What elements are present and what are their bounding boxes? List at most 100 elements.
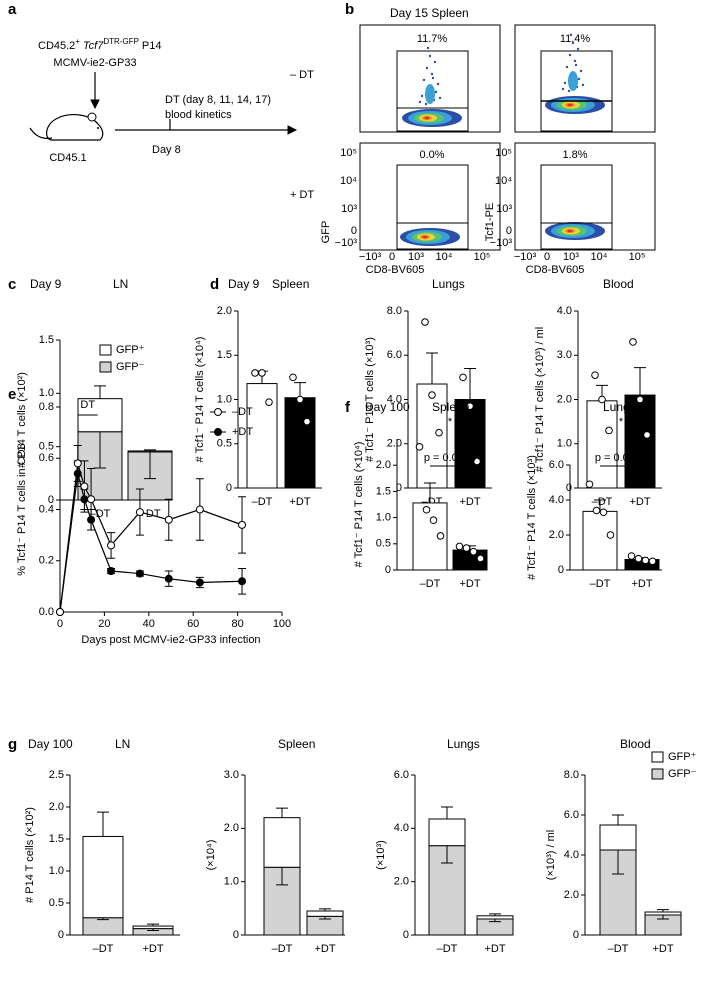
y-tick-label: 1.0 — [217, 393, 232, 405]
data-point — [289, 373, 297, 382]
y-tick-label: 4.0 — [549, 494, 564, 506]
flow-x-tick-label: 10⁴ — [436, 251, 453, 263]
flow-x-tick-label: −10³ — [359, 251, 382, 263]
x-axis-label: CD8-BV605 — [366, 264, 425, 276]
flow-plot: 0.0% — [359, 142, 501, 251]
y-tick-label: 1.5 — [217, 349, 232, 361]
data-point — [436, 532, 445, 540]
y-axis-label: # Tcf1⁻ P14 T cells (×10³) — [364, 337, 376, 462]
y-tick-label: 1.5 — [39, 334, 54, 346]
data-point — [251, 369, 259, 377]
y-tick-label: 1.5 — [376, 485, 391, 497]
gate — [540, 50, 613, 132]
y-axis-label: (×10⁴) — [205, 840, 217, 871]
data-point — [296, 395, 304, 404]
bar — [416, 383, 448, 489]
x-axis-label: CD8-BV605 — [526, 264, 585, 276]
day-label: Day 8 — [152, 144, 181, 156]
data-point — [164, 515, 173, 524]
y-axis-label: % Tcf1⁻ P14 T cells in CD8 — [16, 443, 28, 575]
p-value: p = 0.0286 — [595, 452, 647, 464]
data-point — [238, 577, 247, 586]
error-bar — [276, 867, 288, 886]
flow-x-tick-label: 0 — [544, 251, 550, 263]
flow-y-tick-label: 10⁵ — [495, 147, 512, 159]
data-point — [648, 557, 657, 566]
bar-segment — [132, 925, 174, 930]
donor-part: CD45.2 — [38, 40, 75, 52]
flow-y-tick-label: 0 — [351, 225, 357, 237]
bar — [586, 400, 618, 489]
y-tick-label: 0 — [385, 564, 391, 576]
y-tick-label: 2.0 — [557, 393, 572, 405]
panel-label: g — [8, 736, 17, 753]
y-tick-label: 1.0 — [224, 876, 239, 888]
data-point — [87, 495, 96, 504]
data-point — [135, 569, 144, 578]
flow-x-tick-label: 10⁴ — [591, 251, 608, 263]
chart-title: Lungs — [432, 277, 465, 291]
chart-title: LN — [115, 737, 130, 751]
data-point — [476, 554, 485, 563]
y-tick-label: 1.0 — [39, 387, 54, 399]
x-tick-label: –DT — [590, 578, 611, 590]
x-tick-label: +DT — [459, 578, 480, 590]
flow-y-tick-label: 10³ — [496, 203, 512, 215]
x-tick-label: +DT — [142, 943, 163, 955]
error-bar — [426, 352, 438, 385]
flow-y-tick-label: −10³ — [490, 237, 513, 249]
legend-swatch — [651, 768, 664, 780]
error-bar — [97, 811, 109, 837]
data-point — [422, 505, 431, 514]
x-tick-label: +DT — [484, 943, 505, 955]
error-bar — [147, 923, 159, 927]
data-point — [643, 431, 651, 439]
data-point — [135, 508, 144, 517]
donor-part: Tcf7 — [83, 40, 104, 52]
chart-title: Spleen — [272, 277, 309, 291]
chart-day: Day 9 — [228, 277, 260, 291]
data-point — [585, 480, 594, 489]
y-tick-label: 1.5 — [49, 833, 64, 845]
x-tick-label: –DT — [608, 943, 629, 955]
mouse — [46, 114, 104, 141]
y-tick-label: 0.4 — [39, 503, 54, 515]
gate-percent: 0.0% — [419, 149, 444, 161]
flow-plot: 11.4% — [514, 24, 656, 133]
bar — [452, 549, 488, 571]
mouse-eye — [97, 127, 99, 129]
data-point — [195, 505, 204, 514]
donor-label: CD45.2+ Tcf7DTR-GFP P14 — [38, 37, 162, 52]
data-point — [429, 516, 438, 525]
y-axis-label: GFP — [320, 221, 332, 244]
error-bar — [276, 807, 288, 818]
flow-y-tick-label: 10⁵ — [340, 147, 357, 159]
y-tick-label: 0 — [396, 482, 402, 494]
error-bar — [489, 913, 501, 916]
data-point — [599, 508, 608, 517]
flow-y-tick-label: −10³ — [335, 237, 358, 249]
y-tick-label: 0 — [403, 929, 409, 941]
y-tick-label: 0.5 — [376, 538, 391, 550]
data-point — [107, 567, 116, 575]
y-tick-label: 6.0 — [549, 459, 564, 471]
y-tick-label: 6.0 — [394, 769, 409, 781]
error-bar — [441, 806, 453, 819]
data-point — [466, 402, 474, 410]
data-point — [303, 417, 311, 426]
gate — [396, 50, 469, 132]
readout-label: blood kinetics — [165, 109, 232, 121]
error-bar — [94, 385, 106, 399]
y-tick-label: 2.0 — [376, 459, 391, 471]
data-point — [415, 443, 424, 451]
significance-star: * — [448, 416, 453, 428]
data-point — [195, 578, 204, 587]
data-point — [56, 608, 64, 616]
flow-plots: Day 15 Spleen – DT + DT 11.7% 11.4% 0.0% — [290, 6, 656, 276]
data-point — [107, 541, 116, 550]
x-tick-label: 60 — [187, 618, 199, 630]
gate-percent: 1.8% — [562, 149, 587, 161]
y-tick-label: 3.0 — [557, 349, 572, 361]
flow-title: Day 15 Spleen — [390, 6, 469, 20]
y-tick-label: 4.0 — [394, 822, 409, 834]
